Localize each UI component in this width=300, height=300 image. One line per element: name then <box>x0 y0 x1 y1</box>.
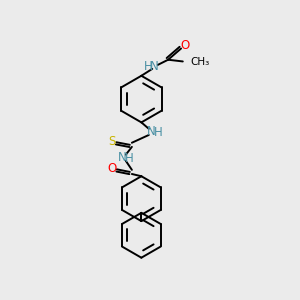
Text: S: S <box>109 135 116 148</box>
Text: N: N <box>147 125 156 138</box>
Text: O: O <box>180 39 189 52</box>
Text: N: N <box>150 60 159 73</box>
Text: CH₃: CH₃ <box>190 57 210 67</box>
Text: H: H <box>143 60 152 73</box>
Text: O: O <box>107 162 116 175</box>
Text: H: H <box>124 152 133 165</box>
Text: H: H <box>154 126 163 139</box>
Text: N: N <box>118 151 127 164</box>
